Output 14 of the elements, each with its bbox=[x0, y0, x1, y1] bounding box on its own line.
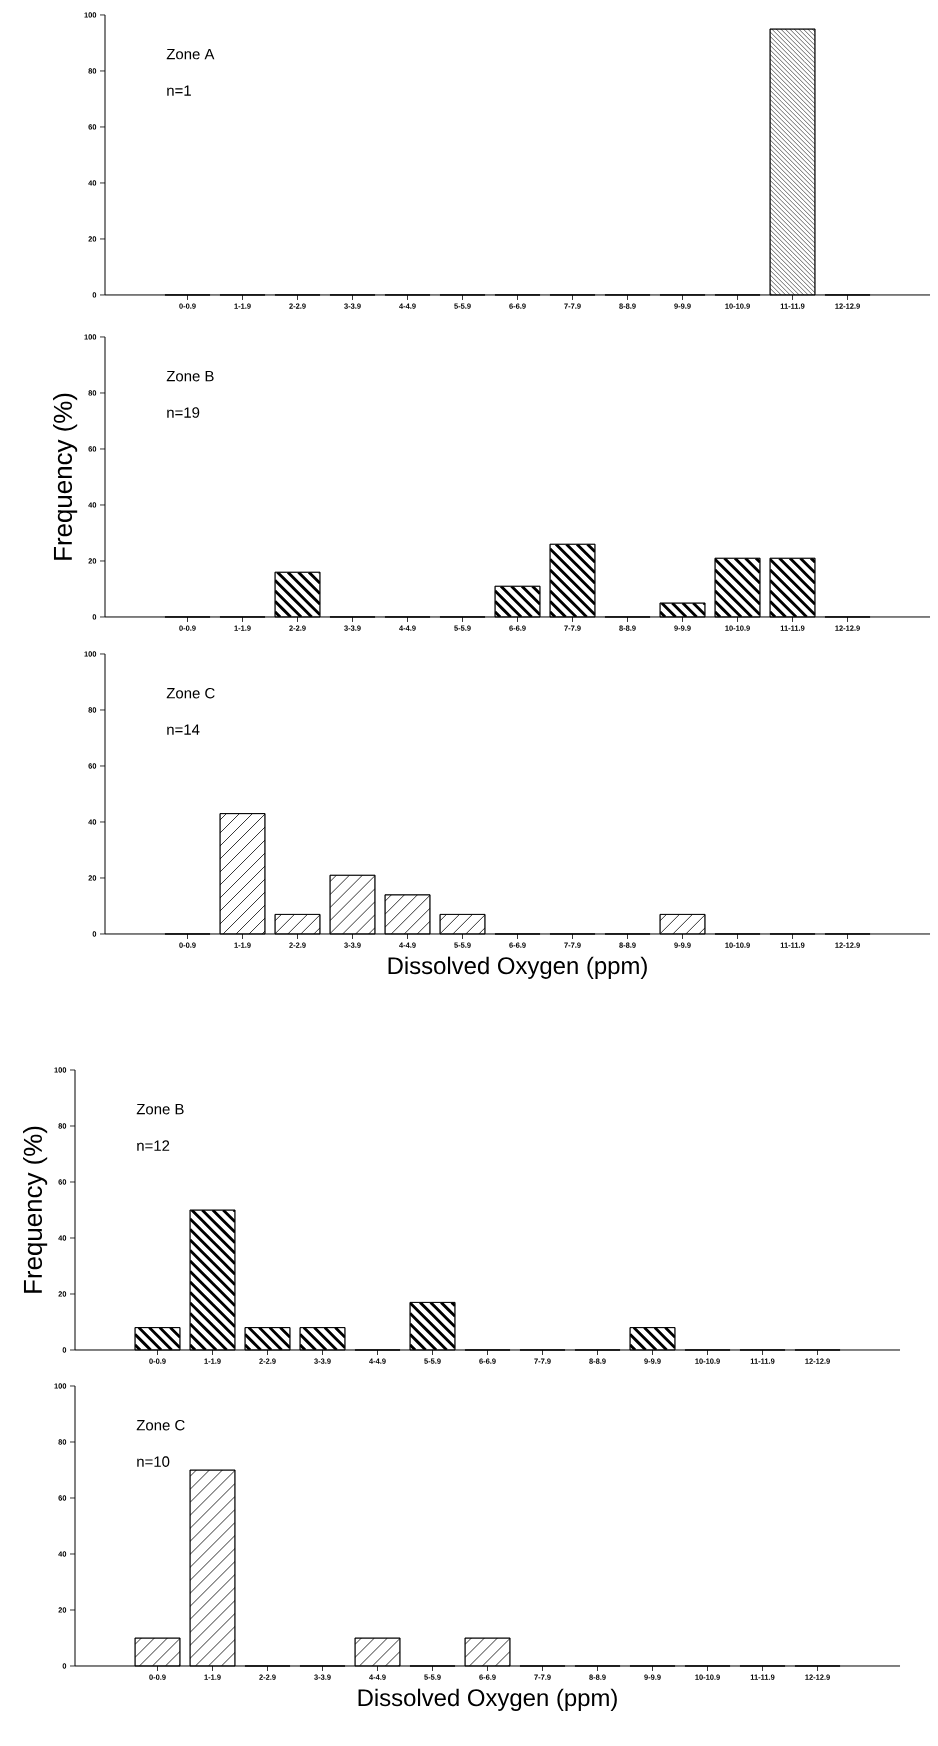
y-axis-title: Frequency (%) bbox=[53, 393, 78, 560]
annotation: n=14 bbox=[167, 724, 200, 735]
y-axis-title: Frequency (%) bbox=[23, 1126, 48, 1293]
annotation: n=12 bbox=[137, 1140, 170, 1151]
annotation: Zone C bbox=[166, 687, 215, 699]
x-axis-title: Dissolved Oxygen (ppm) bbox=[388, 956, 647, 979]
annotation: Zone B bbox=[136, 1103, 184, 1115]
annotation: n=19 bbox=[167, 407, 200, 418]
annotation: Zone B bbox=[166, 370, 214, 382]
x-axis-title: Dissolved Oxygen (ppm) bbox=[358, 1688, 617, 1711]
annotation: Zone C bbox=[136, 1419, 185, 1431]
annotation: n=1 bbox=[167, 85, 191, 96]
annotation: n=10 bbox=[137, 1456, 170, 1467]
annotation: Zone A bbox=[166, 48, 215, 60]
